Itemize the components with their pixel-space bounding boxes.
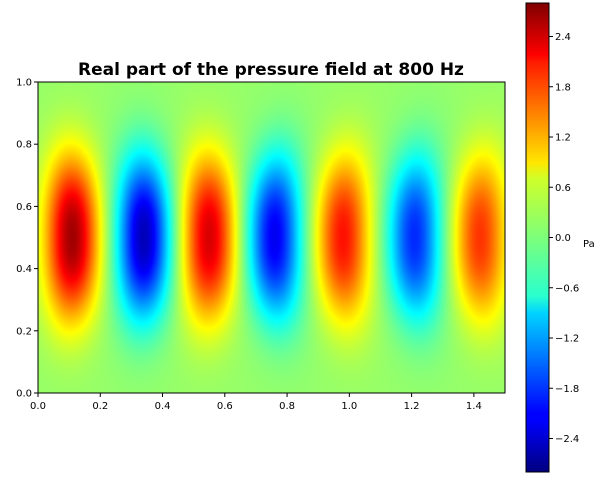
- x-tick-label: 0.2: [92, 401, 108, 412]
- colorbar-tick-label: 0.0: [555, 233, 571, 244]
- y-tick-label: 1.0: [16, 78, 32, 89]
- heatmap-plot-area: [38, 82, 505, 393]
- colorbar-tick-label: 2.4: [555, 32, 571, 43]
- x-tick-label: 1.4: [466, 401, 482, 412]
- colorbar-tick-label: −2.4: [555, 434, 579, 445]
- y-tick-label: 0.2: [16, 326, 32, 337]
- colorbar-tick-label: −0.6: [555, 283, 579, 294]
- colorbar: [525, 2, 550, 473]
- plot-frame: [37, 81, 506, 394]
- y-tick-label: 0.4: [16, 264, 32, 275]
- colorbar-tick-label: −1.2: [555, 334, 579, 345]
- chart-title: Real part of the pressure field at 800 H…: [78, 60, 464, 80]
- colorbar-axis: 2.4 1.8 1.2 0.6 0.0 −0.6 −1.2 −1.8 −2.4: [549, 32, 579, 445]
- colorbar-tick-label: −1.8: [555, 384, 579, 395]
- y-tick-label: 0.6: [16, 202, 32, 213]
- y-tick-label: 0.0: [16, 389, 32, 400]
- x-tick-label: 0.4: [155, 401, 171, 412]
- y-tick-label: 0.8: [16, 140, 32, 151]
- colorbar-unit-label: Pa: [583, 239, 595, 250]
- x-tick-label: 0.8: [279, 401, 295, 412]
- x-tick-label: 1.0: [341, 401, 357, 412]
- colorbar-tick-label: 1.8: [555, 82, 571, 93]
- x-tick-label: 0.6: [217, 401, 233, 412]
- x-tick-label: 0.0: [30, 401, 46, 412]
- colorbar-tick-label: 1.2: [555, 133, 571, 144]
- x-axis: 0.0 0.2 0.4 0.6 0.8 1.0 1.2 1.4: [30, 393, 482, 412]
- colorbar-tick-label: 0.6: [555, 183, 571, 194]
- x-tick-label: 1.2: [404, 401, 420, 412]
- y-axis: 0.0 0.2 0.4 0.6 0.8 1.0: [16, 78, 38, 400]
